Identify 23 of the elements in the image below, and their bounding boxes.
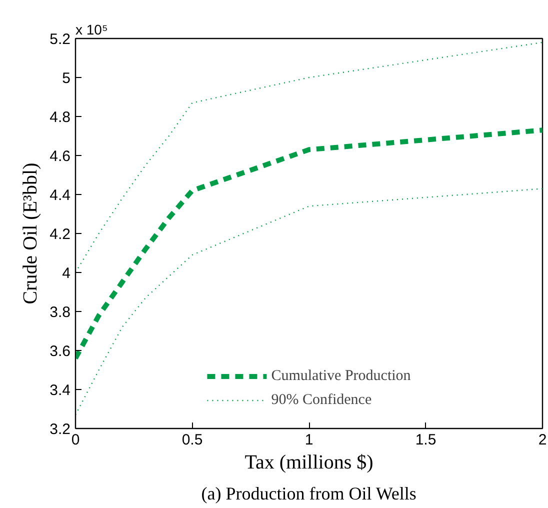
x-axis-title: Tax (millions $) xyxy=(244,452,374,474)
y-tick-label: 5.2 xyxy=(50,31,71,48)
line-series xyxy=(76,188,542,416)
y-tick-label: 3.2 xyxy=(50,421,71,438)
x-tick-label: 1.5 xyxy=(415,432,436,448)
y-tick-label: 3.4 xyxy=(50,382,71,399)
text: x 10⁵ xyxy=(76,22,108,38)
x-tick-label: 0.5 xyxy=(182,432,203,448)
y-tick-label: 4.6 xyxy=(50,148,71,165)
y-tick-label: 4 xyxy=(62,265,70,282)
legend-label: Cumulative Production xyxy=(271,368,411,384)
x-tick-label: 1 xyxy=(304,432,314,448)
y-tick-label: 5 xyxy=(62,70,70,87)
y-tick-label: 4.8 xyxy=(50,109,71,126)
x-tick-label: 2 xyxy=(538,432,547,448)
y-tick-label: 4.2 xyxy=(50,226,71,243)
y-tick-label: 4.4 xyxy=(50,187,71,204)
text: (a) Production from Oil Wells xyxy=(201,484,416,504)
legend-label: 90% Confidence xyxy=(271,392,372,408)
y-axis-title: Crude Oil (E³bbl) xyxy=(20,162,42,304)
y-tick-label: 3.8 xyxy=(50,304,71,321)
y-tick-label: 3.6 xyxy=(50,343,71,360)
x-tick-label: 0 xyxy=(71,432,80,448)
